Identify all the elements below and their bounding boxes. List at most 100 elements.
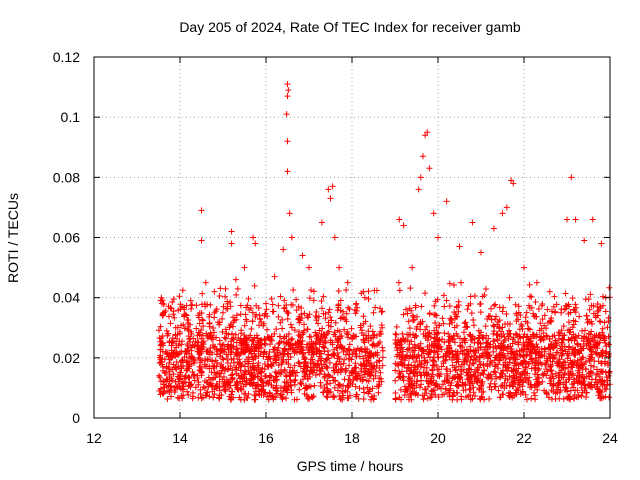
data-point	[275, 302, 282, 309]
data-point	[250, 234, 257, 241]
data-point	[360, 336, 367, 343]
data-point	[439, 391, 446, 398]
data-point	[237, 311, 244, 318]
data-point	[443, 297, 450, 304]
data-point	[211, 391, 218, 398]
data-point	[423, 332, 430, 339]
data-point	[534, 371, 541, 378]
data-point	[360, 396, 367, 403]
data-point	[440, 353, 447, 360]
data-point	[447, 368, 454, 375]
data-point	[452, 367, 459, 374]
data-point	[306, 340, 313, 347]
data-point	[350, 333, 357, 340]
data-point	[480, 362, 487, 369]
data-point	[534, 378, 541, 385]
data-point	[360, 385, 367, 392]
data-point	[308, 356, 315, 363]
data-point	[216, 337, 223, 344]
data-point	[418, 303, 425, 310]
data-point	[186, 321, 193, 328]
data-point	[321, 384, 328, 391]
data-point	[238, 362, 245, 369]
data-point	[566, 329, 573, 336]
data-point	[526, 360, 533, 367]
data-point	[239, 378, 246, 385]
data-point	[562, 290, 569, 297]
data-point	[483, 350, 490, 357]
data-point	[331, 329, 338, 336]
data-point	[198, 237, 205, 244]
data-point	[341, 376, 348, 383]
data-point	[377, 375, 384, 382]
data-point	[528, 293, 535, 300]
data-point	[393, 344, 400, 351]
data-point	[592, 314, 599, 321]
data-point	[550, 355, 557, 362]
y-tick-label: 0.12	[53, 49, 80, 65]
data-point	[185, 363, 192, 370]
data-point	[455, 363, 462, 370]
data-point	[206, 351, 213, 358]
data-point	[281, 304, 288, 311]
data-point	[265, 396, 272, 403]
data-point	[197, 367, 204, 374]
data-point	[506, 327, 513, 334]
data-point	[302, 359, 309, 366]
data-point	[475, 327, 482, 334]
data-point	[500, 338, 507, 345]
data-point	[233, 381, 240, 388]
data-point	[322, 315, 329, 322]
data-point	[233, 350, 240, 357]
data-point	[170, 371, 177, 378]
data-point	[281, 366, 288, 373]
data-point	[484, 340, 491, 347]
data-point	[159, 390, 166, 397]
data-point	[395, 279, 402, 286]
data-point	[295, 332, 302, 339]
data-point	[241, 390, 248, 397]
data-point	[567, 357, 574, 364]
data-point	[338, 333, 345, 340]
data-point	[453, 303, 460, 310]
data-point	[458, 279, 465, 286]
data-point	[606, 394, 613, 401]
data-point	[170, 361, 177, 368]
data-point	[340, 360, 347, 367]
data-point	[453, 313, 460, 320]
data-point	[284, 168, 291, 175]
data-point	[425, 370, 432, 377]
data-point	[515, 341, 522, 348]
data-point	[541, 312, 548, 319]
data-point	[181, 325, 188, 332]
data-point	[454, 396, 461, 403]
data-point	[462, 380, 469, 387]
data-point	[180, 321, 187, 328]
data-point	[411, 373, 418, 380]
data-point	[422, 132, 429, 139]
x-tick-label: 16	[258, 430, 274, 446]
data-point	[412, 359, 419, 366]
data-point	[432, 391, 439, 398]
data-point	[285, 340, 292, 347]
data-point	[371, 331, 378, 338]
data-point	[548, 342, 555, 349]
data-point	[552, 308, 559, 315]
data-point	[299, 331, 306, 338]
data-point	[210, 324, 217, 331]
data-point	[516, 381, 523, 388]
data-point	[487, 380, 494, 387]
data-point	[591, 358, 598, 365]
data-point	[477, 343, 484, 350]
data-point	[417, 363, 424, 370]
data-point	[343, 310, 350, 317]
data-point	[392, 395, 399, 402]
data-point	[562, 359, 569, 366]
data-point	[335, 336, 342, 343]
data-point	[377, 369, 384, 376]
data-point	[311, 382, 318, 389]
data-point	[188, 381, 195, 388]
data-point	[431, 358, 438, 365]
data-point	[446, 349, 453, 356]
data-point	[275, 370, 282, 377]
